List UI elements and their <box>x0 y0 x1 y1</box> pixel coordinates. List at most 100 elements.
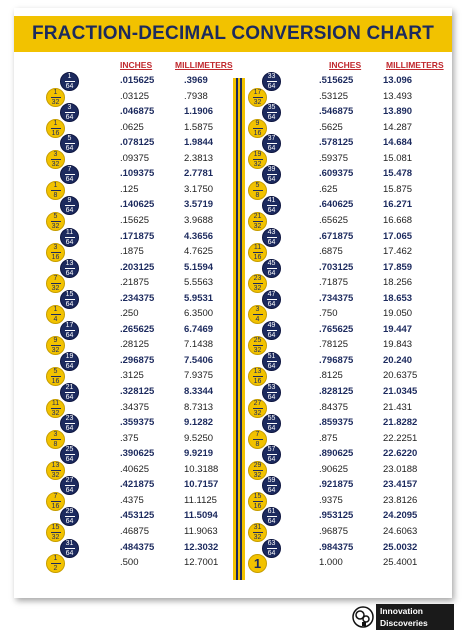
fraction-denominator: 32 <box>253 533 262 541</box>
fraction-denominator: 64 <box>267 145 276 153</box>
fraction-denominator: 64 <box>267 269 276 277</box>
fraction-numerator: 53 <box>267 384 276 391</box>
millimeters-value: 11.5094 <box>184 510 218 522</box>
conversion-row: 17 64.265625 6.7469 <box>46 320 232 340</box>
millimeters-value: 15.081 <box>383 152 413 164</box>
inches-value: .78125 <box>319 339 349 351</box>
millimeters-value: 13.096 <box>383 75 413 86</box>
inches-value: .234375 <box>120 292 155 304</box>
fraction-numerator: 5 <box>53 212 58 220</box>
fraction-numerator: 49 <box>267 321 276 329</box>
conversion-row: 53 64.828125 21.0345 <box>248 383 431 402</box>
fraction-badge: 29 64 <box>60 507 79 527</box>
fraction-numerator: 35 <box>267 104 276 112</box>
millimeters-value: 12.3032 <box>184 541 219 553</box>
fraction-badge: 43 64 <box>262 227 281 247</box>
fraction-numerator: 9 <box>255 119 260 127</box>
fraction-badge: 1 16 <box>46 118 65 138</box>
millimeters-value: 16.271 <box>383 199 413 211</box>
fraction-badge: 5 16 <box>46 367 65 387</box>
fraction-denominator: 4 <box>255 316 260 324</box>
fraction-badge: 41 64 <box>262 196 281 216</box>
inches-value: .609375 <box>319 168 354 180</box>
conversion-row: 45 64.703125 17.859 <box>248 258 431 278</box>
fraction-badge: 21 64 <box>60 383 79 402</box>
inches-value: .640625 <box>319 199 354 211</box>
fraction-denominator: 64 <box>65 207 74 215</box>
fraction-numerator: 25 <box>253 337 262 345</box>
fraction-numerator: 7 <box>53 275 58 283</box>
millimeters-value: 2.3813 <box>184 152 214 164</box>
fraction-denominator: 2 <box>53 565 58 573</box>
conversion-row: 21 32.65625 16.668 <box>248 211 431 231</box>
fraction-denominator: 64 <box>267 300 276 308</box>
conversion-row: 7 8.875 22.2251 <box>248 429 431 449</box>
conversion-row: 19 32.59375 15.081 <box>248 149 431 169</box>
fraction-numerator: 1 <box>53 119 58 127</box>
millimeters-value: 17.065 <box>383 230 413 242</box>
fraction-denominator: 8 <box>53 191 58 199</box>
fraction-numerator: 19 <box>253 150 262 158</box>
inches-value: .625 <box>319 183 338 195</box>
fraction-badge: 21 32 <box>248 211 267 231</box>
fraction-denominator: 32 <box>51 409 60 417</box>
inches-value: .015625 <box>120 75 155 86</box>
fraction-denominator: 32 <box>51 285 60 293</box>
inches-value: .250 <box>120 308 139 320</box>
fraction-badge: 57 64 <box>262 445 281 465</box>
conversion-row: 3 4.750 19.050 <box>248 305 431 325</box>
millimeters-value: 6.3500 <box>184 308 214 320</box>
inches-value: .03125 <box>120 90 150 102</box>
brand-line-1: Innovation <box>380 606 423 616</box>
fraction-badge: 7 64 <box>60 165 79 185</box>
fraction-badge: 27 32 <box>248 398 267 418</box>
fraction-denominator: 64 <box>267 425 276 433</box>
fraction-numerator: 17 <box>253 88 262 96</box>
fraction-denominator: 32 <box>51 347 60 355</box>
conversion-row: 41 64 .640625 16.271 <box>248 196 431 216</box>
fraction-numerator: 7 <box>67 166 72 174</box>
fraction-badge: 13 64 <box>60 258 79 278</box>
fraction-numerator: 1 <box>53 88 58 96</box>
fraction-denominator: 32 <box>253 409 262 417</box>
fraction-numerator: 31 <box>253 523 262 531</box>
fraction-numerator: 1 <box>53 181 58 189</box>
fraction-badge: 27 64 <box>60 476 79 496</box>
conversion-row: 31 32.96875 24.6063 <box>248 522 431 542</box>
conversion-row: 7 64.109375 2.7781 <box>46 165 232 185</box>
conversion-row: 59 64.921875 23.4157 <box>248 476 431 496</box>
fraction-numerator: 41 <box>267 197 276 205</box>
fraction-denominator: 32 <box>253 471 262 479</box>
conversion-row: 35 64.546875 13.890 <box>248 103 431 123</box>
inches-value: .750 <box>319 308 338 320</box>
millimeters-value: 18.653 <box>383 292 413 304</box>
conversion-row: 9 64.140625 3.5719 <box>46 196 232 216</box>
inches-value: .328125 <box>120 386 155 397</box>
conversion-row: 1 8.125 3.1750 <box>46 180 232 200</box>
conversion-row: 5 32.15625 3.9688 <box>46 211 232 231</box>
fraction-badge: 55 64 <box>262 414 281 434</box>
conversion-row: 3 32.09375 2.3813 <box>46 149 232 169</box>
inches-value: .140625 <box>120 199 155 211</box>
fraction-denominator: 64 <box>65 518 74 526</box>
inches-value: .40625 <box>120 463 150 475</box>
fraction-numerator: 3 <box>53 150 58 158</box>
fraction-numerator: 29 <box>65 508 74 516</box>
millimeters-value: 19.447 <box>383 323 413 335</box>
millimeters-value: 20.6375 <box>383 370 418 382</box>
inches-value: .21875 <box>120 277 150 289</box>
fraction-denominator: 64 <box>65 145 74 153</box>
inches-value: .890625 <box>319 448 354 460</box>
fraction-denominator: 32 <box>51 471 60 479</box>
millimeters-value: 10.3188 <box>184 463 219 475</box>
millimeters-value: 21.431 <box>383 401 413 413</box>
fraction-badge: 15 16 <box>248 491 267 511</box>
fraction-denominator: 16 <box>253 502 262 510</box>
fraction-denominator: 64 <box>267 456 276 464</box>
millimeters-value: 25.0032 <box>383 541 418 553</box>
conversion-row: 1 32.03125.7938 <box>46 87 232 107</box>
inches-value: .84375 <box>319 401 349 413</box>
inches-value: .59375 <box>319 152 349 164</box>
